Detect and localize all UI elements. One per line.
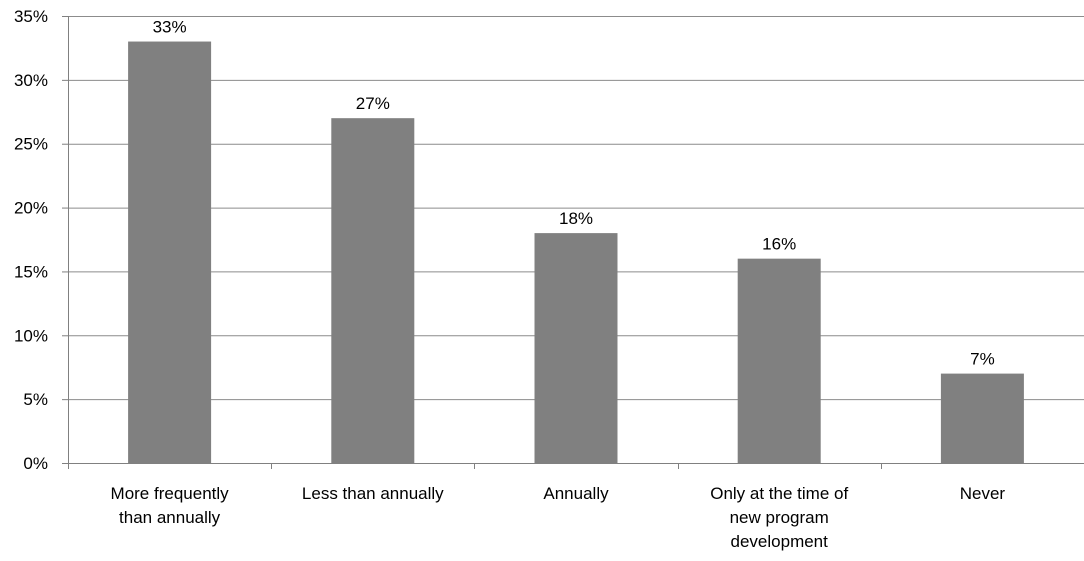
y-tick-label: 20%	[14, 199, 48, 218]
y-tick-label: 0%	[23, 454, 48, 473]
data-label: 18%	[559, 209, 593, 228]
data-label: 16%	[762, 235, 796, 254]
data-label: 27%	[356, 94, 390, 113]
y-tick-label: 15%	[14, 262, 48, 281]
x-category-label: Never	[960, 484, 1006, 503]
data-label: 33%	[153, 18, 187, 37]
bar	[331, 118, 415, 464]
x-category-label: Less than annually	[302, 484, 444, 503]
axes	[62, 16, 1084, 469]
y-tick-label: 30%	[14, 71, 48, 90]
bars	[128, 41, 1024, 464]
x-category-label: More frequently than annually	[111, 484, 230, 527]
bar	[128, 41, 212, 464]
y-tick-label: 10%	[14, 326, 48, 345]
labels: 0% 5% 10% 15% 20% 25% 30% 35% 33% More frequently…	[14, 7, 1005, 551]
y-tick-label: 35%	[14, 7, 48, 26]
y-tick-label: 25%	[14, 135, 48, 154]
data-label: 7%	[970, 350, 995, 369]
x-category-label: Only at the time of new program developmen…	[710, 484, 848, 551]
bar	[534, 233, 618, 463]
y-tick-label: 5%	[23, 390, 48, 409]
bar	[737, 258, 821, 463]
x-category-label: Annually	[543, 484, 609, 503]
bar	[940, 373, 1024, 463]
